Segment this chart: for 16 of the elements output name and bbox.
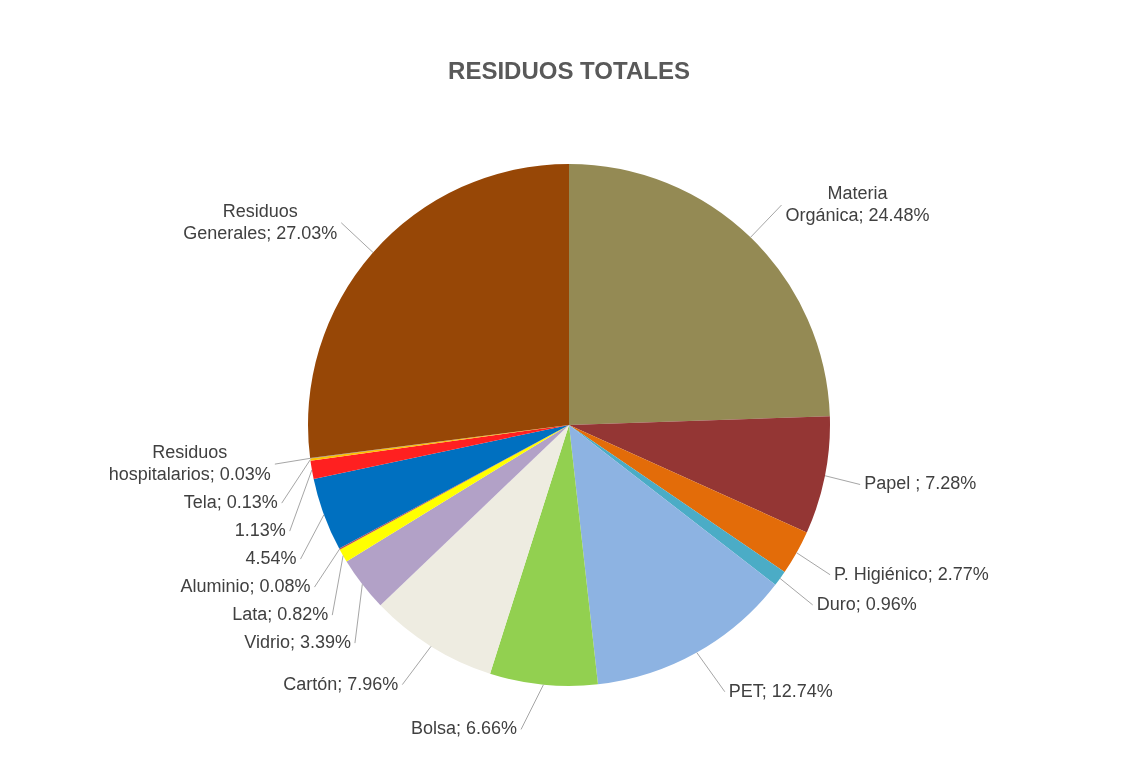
data-label: 1.13%	[234, 520, 286, 541]
data-label: 4.54%	[245, 548, 297, 569]
slice-label: Materia Orgánica; 24.48%	[785, 182, 930, 225]
slice-label: PET; 12.74%	[728, 680, 833, 701]
slice-label: Duro; 0.96%	[816, 593, 917, 614]
chart-title: RESIDUOS TOTALES	[448, 57, 690, 85]
slice-label: Vidrio; 3.39%	[244, 632, 351, 653]
slice-label: Residuos Generales; 27.03%	[183, 200, 338, 243]
slice-label: Cartón; 7.96%	[283, 673, 399, 694]
slice-label: P. Higiénico; 2.77%	[834, 563, 989, 584]
slice-label: Papel ; 7.28%	[864, 473, 977, 494]
slice-label: Aluminio; 0.08%	[180, 576, 311, 597]
slice-label: Residuos hospitalarios; 0.03%	[108, 442, 271, 485]
slice-label: Lata; 0.82%	[232, 604, 329, 625]
slice-label: Tela; 0.13%	[183, 492, 278, 513]
slice-label: Bolsa; 6.66%	[410, 718, 518, 739]
